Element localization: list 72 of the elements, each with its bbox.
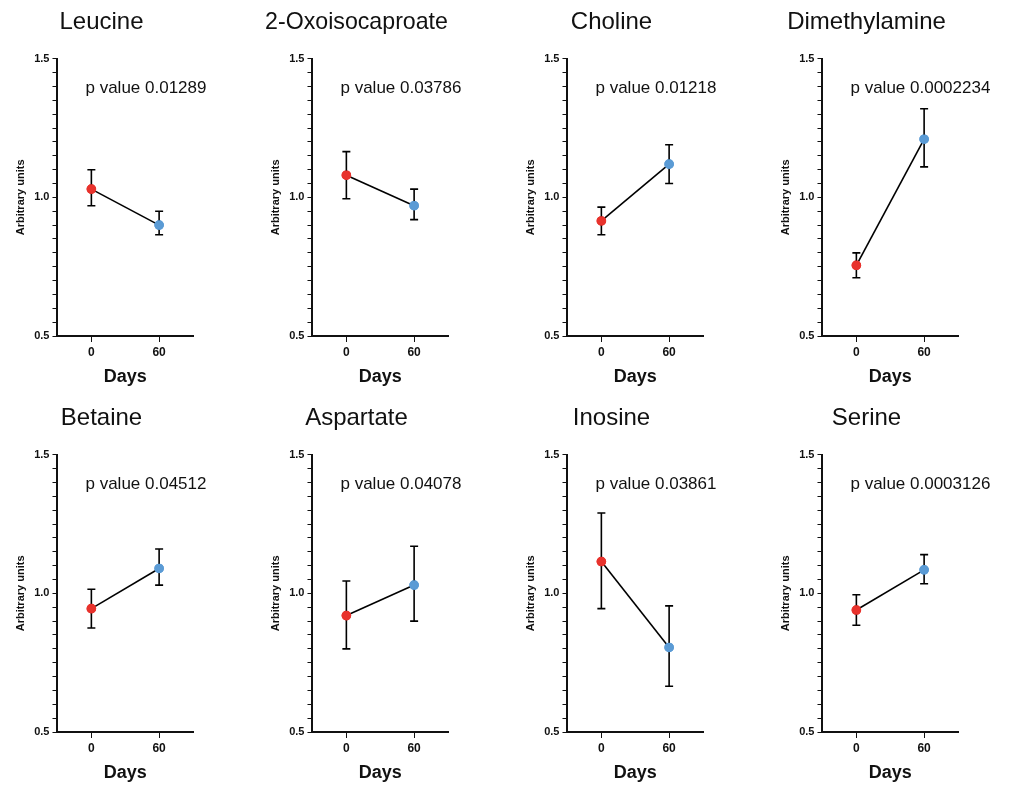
x-axis-title: Days [868, 762, 912, 783]
chart-title: Serine [831, 403, 902, 431]
chart-title: Betaine [60, 403, 143, 431]
annotation: p value 0.03786 [340, 78, 462, 98]
y-tick-label: 1.0 [544, 586, 560, 599]
y-axis-title: Arbitrary units [523, 555, 536, 632]
x-tick-label: 60 [407, 344, 422, 359]
y-tick-label: 0.5 [34, 329, 50, 342]
y-tick-label: 1.0 [34, 586, 50, 599]
x-tick-label: 0 [853, 344, 861, 359]
x-tick-label: 60 [152, 740, 167, 755]
x-tick-label: 60 [917, 740, 932, 755]
x-axis-title: Days [358, 366, 402, 387]
annotation: p value 0.01289 [85, 78, 207, 98]
y-tick-label: 1.0 [289, 190, 305, 203]
y-tick-label: 0.5 [799, 725, 815, 738]
x-tick-label: 0 [343, 740, 351, 755]
chart-title: Inosine [572, 403, 651, 431]
x-axis-title: Days [103, 366, 147, 387]
chart-title: Aspartate [305, 403, 408, 431]
x-tick-label: 60 [407, 740, 422, 755]
y-tick-label: 1.5 [544, 51, 560, 64]
y-tick-label: 1.5 [34, 447, 50, 460]
y-tick-label: 1.0 [544, 190, 560, 203]
chart-title: 2-Oxoisocaproate [265, 7, 448, 35]
chart-title: Choline [570, 7, 653, 35]
y-tick-label: 1.5 [799, 447, 815, 460]
chart-title: Leucine [59, 7, 144, 35]
x-tick-label: 0 [88, 344, 96, 359]
annotation: p value 0.01218 [595, 78, 717, 98]
y-axis-title: Arbitrary units [778, 555, 791, 632]
x-tick-label: 60 [152, 344, 167, 359]
annotation: p value 0.0003126 [850, 474, 991, 494]
x-tick-label: 60 [662, 344, 677, 359]
x-axis-title: Days [358, 762, 402, 783]
y-tick-label: 1.0 [34, 190, 50, 203]
annotation: p value 0.0002234 [850, 78, 991, 98]
x-tick-label: 0 [853, 740, 861, 755]
y-axis-title: Arbitrary units [268, 159, 281, 236]
y-axis-title: Arbitrary units [268, 555, 281, 632]
y-tick-label: 1.0 [799, 586, 815, 599]
annotation: p value 0.04078 [340, 474, 462, 494]
y-tick-label: 1.5 [289, 447, 305, 460]
y-tick-label: 1.0 [289, 586, 305, 599]
x-tick-label: 0 [598, 740, 606, 755]
annotation: p value 0.03861 [595, 474, 717, 494]
y-tick-label: 0.5 [544, 725, 560, 738]
y-axis-title: Arbitrary units [13, 159, 26, 236]
x-tick-label: 60 [917, 344, 932, 359]
annotation: p value 0.04512 [85, 474, 207, 494]
y-tick-label: 0.5 [289, 329, 305, 342]
x-axis-title: Days [868, 366, 912, 387]
y-axis-title: Arbitrary units [778, 159, 791, 236]
x-axis-title: Days [613, 366, 657, 387]
y-tick-label: 0.5 [799, 329, 815, 342]
y-tick-label: 1.5 [544, 447, 560, 460]
x-axis-title: Days [103, 762, 147, 783]
x-tick-label: 0 [343, 344, 351, 359]
x-tick-label: 0 [598, 344, 606, 359]
y-axis-title: Arbitrary units [13, 555, 26, 632]
y-tick-label: 1.5 [34, 51, 50, 64]
chart-title: Dimethylamine [787, 7, 946, 35]
x-axis-title: Days [613, 762, 657, 783]
y-tick-label: 0.5 [289, 725, 305, 738]
y-tick-label: 1.5 [799, 51, 815, 64]
y-tick-label: 0.5 [544, 329, 560, 342]
y-tick-label: 1.0 [799, 190, 815, 203]
x-tick-label: 60 [662, 740, 677, 755]
y-axis-title: Arbitrary units [523, 159, 536, 236]
x-tick-label: 0 [88, 740, 96, 755]
y-tick-label: 1.5 [289, 51, 305, 64]
y-tick-label: 0.5 [34, 725, 50, 738]
